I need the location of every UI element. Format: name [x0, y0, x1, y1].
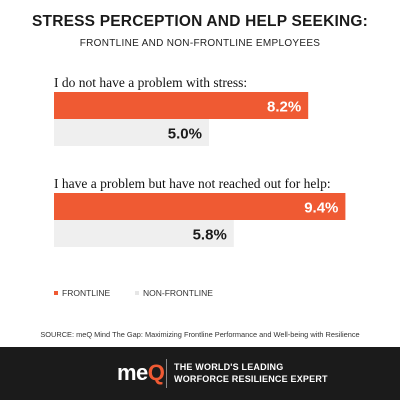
logo-accent: Q: [147, 360, 165, 385]
legend-swatch-frontline: [54, 291, 58, 295]
category-label-no-problem-with-stress: I do not have a problem with stress:: [54, 75, 247, 90]
data-label-frontline-problem-not-reached-out: 9.4%: [304, 200, 338, 217]
source-note: SOURCE: meQ Mind The Gap: Maximizing Fro…: [40, 330, 360, 339]
footer-banner: meQ THE WORLD'S LEADING WORFORCE RESILIE…: [0, 347, 400, 400]
bar-chart: I do not have a problem with stress: 8.2%…: [54, 75, 346, 247]
meq-logo: meQ: [117, 360, 165, 386]
legend-swatch-non-frontline: [135, 291, 139, 295]
category-label-problem-not-reached-out: I have a problem but have not reached ou…: [54, 176, 331, 191]
legend-item-non-frontline: NON-FRONTLINE: [135, 288, 213, 298]
tagline-line-1: THE WORLD'S LEADING: [174, 362, 284, 372]
data-label-non-frontline-no-problem-with-stress: 5.0%: [168, 126, 202, 143]
bar-non-frontline-problem-not-reached-out: [54, 220, 234, 247]
data-label-frontline-no-problem-with-stress: 8.2%: [267, 99, 301, 116]
bar-frontline-no-problem-with-stress: [54, 92, 309, 119]
tagline-line-2: WORFORCE RESILIENCE EXPERT: [174, 374, 328, 384]
bar-frontline-problem-not-reached-out: [54, 193, 346, 220]
data-label-non-frontline-problem-not-reached-out: 5.8%: [193, 227, 227, 244]
tagline: THE WORLD'S LEADING WORFORCE RESILIENCE …: [174, 361, 328, 385]
chart-subtitle: FRONTLINE AND NON-FRONTLINE EMPLOYEES: [79, 38, 321, 49]
chart-title: STRESS PERCEPTION AND HELP SEEKING:: [32, 13, 368, 30]
legend-label-non-frontline: NON-FRONTLINE: [143, 288, 213, 298]
logo-text: me: [117, 360, 148, 385]
bar-non-frontline-no-problem-with-stress: [54, 119, 209, 146]
legend-label-frontline: FRONTLINE: [62, 288, 111, 298]
footer-divider: [166, 359, 167, 388]
legend-item-frontline: FRONTLINE: [54, 288, 110, 298]
